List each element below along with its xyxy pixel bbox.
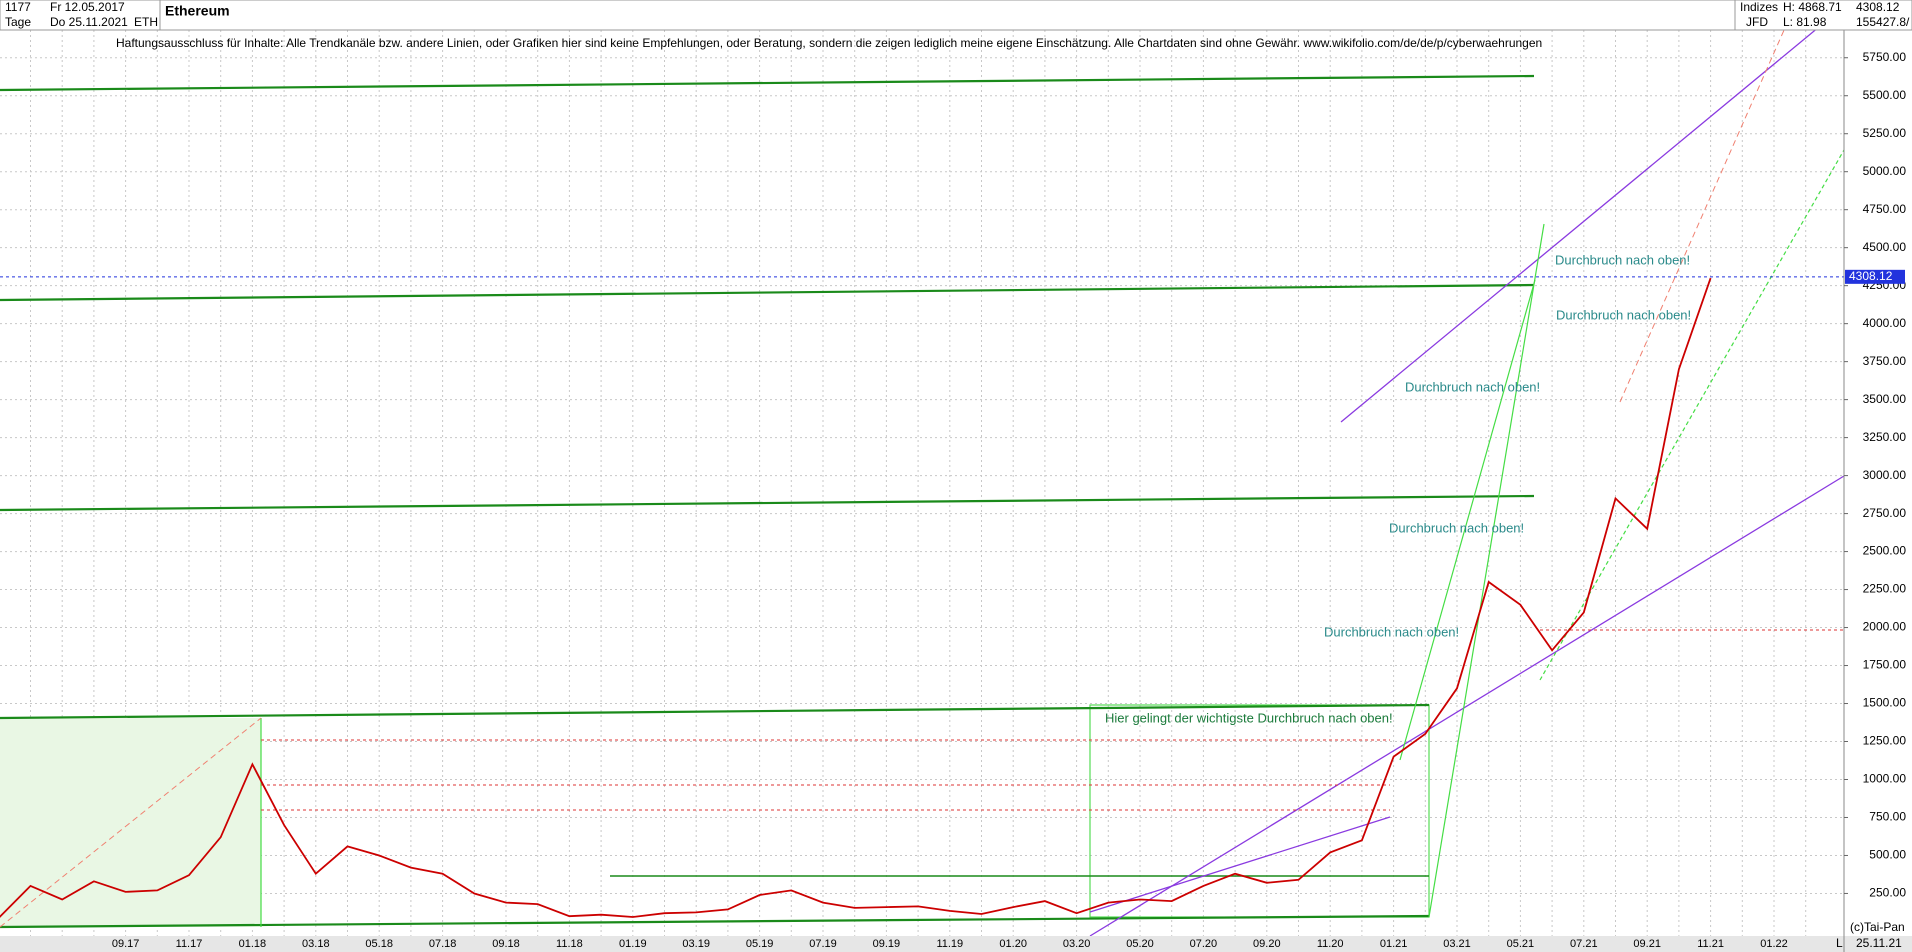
dashed-line [1619,11,1793,403]
trend-lines [0,74,1535,929]
broker: JFD [1746,15,1768,29]
x-tick-label: 05.20 [1126,938,1154,950]
chart-title: Ethereum [165,3,230,19]
x-tick-label: 11.19 [936,938,963,950]
symbol: ETH [134,15,158,29]
annotation: Durchbruch nach oben! [1555,252,1690,267]
x-tick-label: 07.18 [429,938,457,950]
y-tick-label: 2250.00 [1863,582,1907,596]
y-tick-label: 250.00 [1869,886,1906,900]
x-tick-label: 01.20 [999,938,1027,950]
steep-line [1428,223,1545,918]
market: Indizes [1740,0,1778,14]
x-tick-label: 01.22 [1760,938,1788,950]
copyright: (c)Tai-Pan [1850,920,1905,934]
x-tick-label: 05.19 [746,938,774,950]
y-tick-label: 5500.00 [1863,88,1907,102]
y-tick-label: 3250.00 [1863,430,1907,444]
steep-lines [260,149,1845,927]
x-tick-label: 11.20 [1317,938,1344,950]
x-tick-label: 07.21 [1570,938,1598,950]
annotation: Durchbruch nach oben! [1405,379,1540,394]
x-axis-strip [0,936,1912,952]
y-tick-label: 1750.00 [1863,658,1907,672]
y-tick-label: 1250.00 [1863,734,1907,748]
x-tick-label: 07.19 [809,938,837,950]
date-label: 25.11.21 [1856,936,1902,950]
x-tick-label: 01.19 [619,938,647,950]
y-tick-label: 3000.00 [1863,468,1907,482]
x-tick-label: 03.20 [1063,938,1091,950]
x-tick-label: 03.18 [302,938,330,950]
x-tick-label: 11.21 [1697,938,1724,950]
x-tick-label: 09.20 [1253,938,1281,950]
steep-line [1539,149,1845,681]
y-tick-label: 3750.00 [1863,354,1907,368]
last-price: 4308.12 [1856,0,1900,14]
x-tick-label: 01.21 [1380,938,1408,950]
plot [0,276,1844,918]
resistance-line [0,494,1535,512]
y-tick-label: 2000.00 [1863,620,1907,634]
corner-label: L [1836,936,1843,950]
x-tick-label: 07.20 [1190,938,1218,950]
y-tick-label: 3500.00 [1863,392,1907,406]
y-tick-label: 750.00 [1869,810,1906,824]
end-date: Do 25.11.2021 [50,15,128,29]
x-tick-label: 09.17 [112,938,140,950]
y-tick-label: 2750.00 [1863,506,1907,520]
header: 1177 Tage Fr 12.05.2017 Do 25.11.2021 ET… [0,0,1912,31]
channel-line [1089,816,1391,913]
count: 1177 [5,0,31,14]
annotation: Hier gelingt der wichtigste Durchbruch n… [1105,710,1393,725]
x-tick-label: 09.18 [492,938,520,950]
low: L: 81.98 [1783,15,1827,29]
y-tick-label: 4000.00 [1863,316,1907,330]
x-tick-label: 09.19 [873,938,901,950]
x-tick-label: 09.21 [1633,938,1661,950]
x-tick-label: 01.18 [239,938,267,950]
y-tick-label: 5750.00 [1863,50,1907,64]
annotation: Durchbruch nach oben! [1389,520,1524,535]
support-line [0,914,1430,929]
y-tick-label: 1500.00 [1863,696,1907,710]
resistance-line [0,283,1535,302]
x-tick-label: 05.21 [1507,938,1535,950]
steep-line [1399,279,1536,761]
header-box [1734,0,1912,31]
price-line [0,277,1712,918]
last-price-label: 4308.12 [1849,269,1893,283]
x-tick-label: 11.18 [556,938,583,950]
period: Tage [5,15,31,29]
channel-line [1089,475,1845,937]
y-tick-label: 5250.00 [1863,126,1907,140]
annotation: Durchbruch nach oben! [1324,624,1459,639]
disclaimer: Haftungsausschluss für Inhalte: Alle Tre… [116,36,1542,50]
y-tick-label: 2500.00 [1863,544,1907,558]
y-tick-label: 4750.00 [1863,202,1907,216]
y-tick-label: 5000.00 [1863,164,1907,178]
y-tick-label: 500.00 [1869,848,1906,862]
header-box [159,0,1736,31]
resistance-line [0,74,1535,92]
last-price-box [1845,269,1905,284]
volume: 155427.8/ [1856,15,1910,29]
resistance-line [0,703,1430,720]
y-tick-label: 4500.00 [1863,240,1907,254]
y-tick-label: 1000.00 [1863,772,1907,786]
x-tick-label: 03.19 [682,938,710,950]
channel-line [1340,21,1826,423]
start-date: Fr 12.05.2017 [50,0,125,14]
x-tick-label: 11.17 [176,938,203,950]
x-tick-label: 03.21 [1443,938,1471,950]
header-box [0,0,161,31]
channel-lines [1089,21,1845,937]
annotation: Durchbruch nach oben! [1556,307,1691,322]
x-tick-label: 05.18 [365,938,393,950]
high: H: 4868.71 [1783,0,1842,14]
